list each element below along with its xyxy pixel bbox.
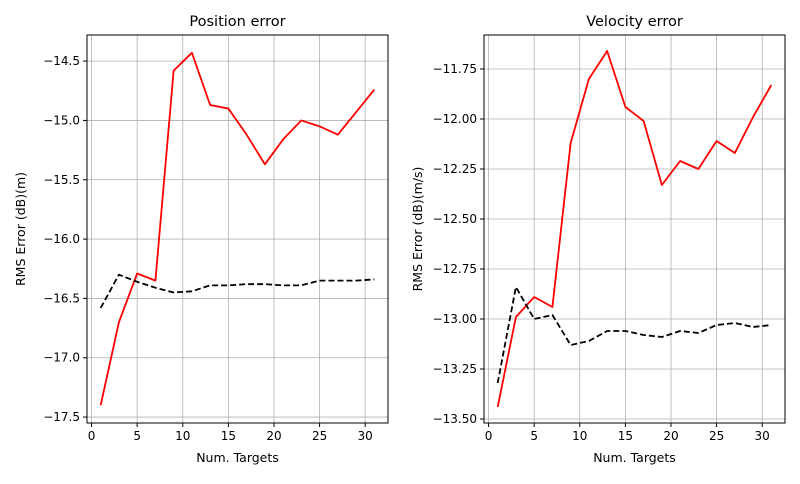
x-tick-label: 5	[530, 429, 538, 443]
chart-panel-2: 0 5 10 15 20 25 30 −13.50 −13.25 −13.00 −12.75 −12.…	[410, 14, 786, 465]
x-tick-label: 0	[485, 429, 493, 443]
series-line-1	[99, 51, 376, 406]
x-tick-label: 20	[266, 429, 281, 443]
y-tick-label: −13.25	[433, 362, 477, 376]
y-tick-label: −17.0	[43, 351, 80, 365]
plot-frame	[483, 34, 786, 424]
y-tick-label: −15.5	[43, 173, 80, 187]
x-tick-label: 15	[618, 429, 633, 443]
y-tick-label: −16.5	[43, 291, 80, 305]
series-line-2	[496, 286, 772, 384]
y-tick-label: −14.5	[43, 54, 80, 68]
x-tick-label: 25	[709, 429, 724, 443]
chart-title: Velocity error	[586, 14, 683, 30]
series-line-1	[496, 50, 773, 408]
y-tick-label: −13.50	[433, 412, 477, 426]
x-tick-label: 5	[133, 429, 141, 443]
x-tick-label: 20	[663, 429, 678, 443]
y-tick-label: −11.75	[433, 62, 477, 76]
y-tick-label: −12.25	[433, 162, 477, 176]
plot-frame	[86, 34, 389, 424]
chart-title: Position error	[189, 14, 285, 30]
y-tick-label: −12.75	[433, 262, 477, 276]
y-axis-label: RMS Error (dB)(m)	[13, 172, 28, 286]
x-tick-label: 10	[175, 429, 190, 443]
x-tick-label: 30	[358, 429, 373, 443]
chart-panel-1: 0 5 10 15 20 25 30 −17.5 −17.0 −16.5 −16.0 −15.5 −15…	[13, 14, 389, 465]
x-tick-label: 10	[572, 429, 587, 443]
x-tick-label: 0	[88, 429, 96, 443]
series-line-2	[99, 273, 375, 309]
x-axis-label: Num. Targets	[593, 450, 676, 465]
y-tick-label: −13.00	[433, 312, 477, 326]
x-tick-label: 25	[312, 429, 327, 443]
y-tick-label: −17.5	[43, 410, 80, 424]
x-axis-label: Num. Targets	[196, 450, 279, 465]
y-tick-label: −12.50	[433, 212, 477, 226]
y-tick-label: −12.00	[433, 112, 477, 126]
y-axis-label: RMS Error (dB)(m/s)	[410, 167, 425, 292]
x-tick-label: 15	[221, 429, 236, 443]
y-tick-label: −16.0	[43, 232, 80, 246]
y-tick-label: −15.0	[43, 113, 80, 127]
x-tick-label: 30	[755, 429, 770, 443]
